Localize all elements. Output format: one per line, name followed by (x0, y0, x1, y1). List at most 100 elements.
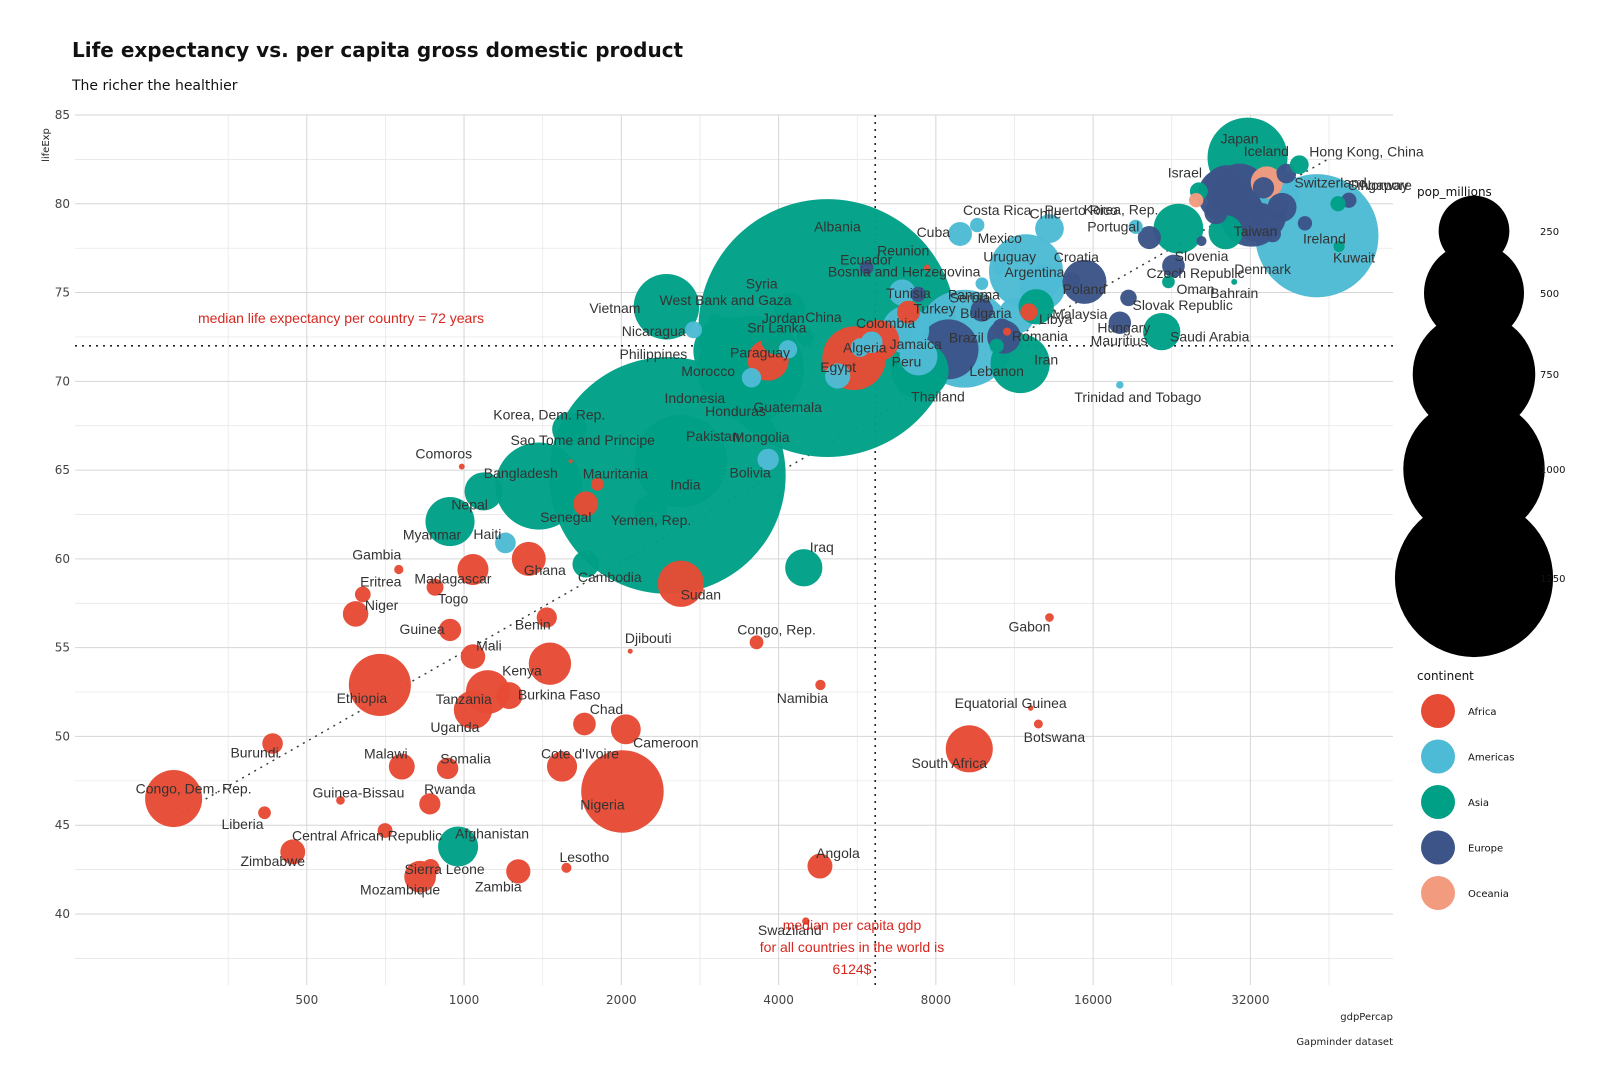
point-bolivia (757, 448, 779, 471)
size-legend-label: 500 (1540, 289, 1559, 300)
point-djibouti (627, 648, 633, 654)
point-niger (342, 601, 369, 627)
point-chile (1035, 214, 1064, 243)
label-madagascar: Madagascar (414, 571, 491, 587)
point-bangladesh (495, 442, 583, 530)
label-lesotho: Lesotho (559, 849, 609, 865)
point-congo-rep (749, 635, 764, 650)
label-iceland: Iceland (1244, 143, 1289, 159)
median-life-annotation: median life expectancy per country = 72 … (198, 310, 484, 326)
point-comoros (458, 463, 465, 470)
size-legend: pop_millions 250 500 750 1000 1250 (1394, 185, 1565, 658)
label-lebanon: Lebanon (969, 363, 1024, 379)
point-cote-d-ivoire (546, 751, 578, 782)
point-serbia (970, 298, 994, 322)
label-comoros: Comoros (415, 446, 472, 462)
point-iceland (1276, 169, 1281, 174)
point-nicaragua (685, 321, 703, 339)
point-jamaica (909, 329, 922, 342)
label-west-bank-and-gaza: West Bank and Gaza (660, 292, 792, 308)
x-axis-ticks: 500 1000 2000 4000 8000 16000 32000 (295, 993, 1269, 1007)
label-nepal: Nepal (451, 496, 488, 512)
point-namibia (815, 679, 826, 691)
label-switzerland: Switzerland (1294, 175, 1366, 191)
y-axis-title: lifeExp (41, 128, 52, 162)
label-cameroon: Cameroon (633, 734, 698, 750)
label-tunisia: Tunisia (886, 285, 931, 301)
label-albania: Albania (814, 219, 861, 235)
point-costa-rica (970, 217, 985, 233)
label-eritrea: Eritrea (360, 573, 401, 589)
label-sierra-leone: Sierra Leone (405, 861, 485, 877)
label-malaysia: Malaysia (1052, 306, 1107, 322)
point-panama (975, 277, 989, 291)
median-gdp-annotation-line3: 6124$ (833, 961, 872, 977)
label-panama: Panama (948, 287, 1000, 303)
point-rwanda (419, 793, 441, 815)
point-slovenia (1196, 236, 1207, 247)
label-norway: Norway (1361, 177, 1408, 193)
label-cuba: Cuba (917, 224, 951, 240)
y-tick-label: 70 (55, 374, 70, 388)
y-tick-label: 85 (55, 108, 70, 122)
label-denmark: Denmark (1234, 261, 1292, 277)
color-legend-swatch-oceania (1421, 876, 1455, 910)
point-labels: Japan Hong Kong, China Iceland Switzerland I… (136, 131, 1424, 938)
point-mauritius (1003, 327, 1012, 336)
label-slovak-republic: Slovak Republic (1132, 297, 1232, 313)
label-burundi: Burundi (230, 745, 278, 761)
label-benin: Benin (515, 616, 551, 632)
point-saudi-arabia (1143, 312, 1181, 351)
point-ghana (511, 541, 546, 576)
size-legend-circle (1403, 398, 1545, 540)
y-tick-label: 60 (55, 552, 70, 566)
label-trinidad-and-tobago: Trinidad and Tobago (1074, 389, 1201, 405)
label-costa-rica: Costa Rica (963, 202, 1032, 218)
size-legend-title: pop_millions (1417, 185, 1492, 199)
point-chad (573, 712, 596, 736)
label-liberia: Liberia (222, 816, 264, 832)
y-tick-label: 50 (55, 729, 70, 743)
point-portugal (1137, 225, 1161, 250)
label-taiwan: Taiwan (1234, 223, 1278, 239)
color-legend-label-oceania: Oceania (1468, 889, 1509, 900)
point-liberia (258, 806, 271, 820)
size-legend-label: 1250 (1540, 574, 1565, 585)
label-egypt: Egypt (820, 359, 856, 375)
x-tick-label: 4000 (763, 993, 794, 1007)
point-sierra-leone (421, 859, 440, 877)
label-korea-rep: Korea, Rep. (1084, 202, 1159, 218)
point-ireland (1297, 216, 1313, 231)
color-legend-title: continent (1417, 669, 1474, 683)
label-gambia: Gambia (352, 547, 401, 563)
x-tick-label: 500 (295, 993, 318, 1007)
y-tick-label: 65 (55, 463, 70, 477)
point-lebanon (989, 338, 1004, 353)
label-zambia: Zambia (475, 878, 522, 894)
x-tick-label: 16000 (1074, 993, 1112, 1007)
point-vietnam (633, 273, 700, 340)
size-legend-label: 250 (1540, 227, 1559, 238)
point-togo (426, 578, 444, 596)
point-jordan (796, 328, 815, 346)
label-ethiopia: Ethiopia (337, 690, 388, 706)
point-new-zealand (1188, 193, 1204, 208)
label-kuwait: Kuwait (1333, 249, 1375, 265)
label-ecuador: Ecuador (840, 252, 892, 268)
label-burkina-faso: Burkina Faso (518, 687, 601, 703)
label-bahrain: Bahrain (1210, 285, 1258, 301)
color-legend-swatch-asia (1421, 785, 1455, 819)
point-south-africa (945, 725, 993, 773)
label-hungary: Hungary (1097, 320, 1150, 336)
label-mauritius: Mauritius (1091, 333, 1148, 349)
point-swaziland (802, 917, 810, 925)
label-somalia: Somalia (440, 750, 491, 766)
label-mexico: Mexico (978, 230, 1023, 246)
label-myanmar: Myanmar (403, 527, 462, 543)
color-legend-label-americas: Americas (1468, 753, 1514, 764)
label-ireland: Ireland (1303, 230, 1346, 246)
point-kuwait (1333, 240, 1345, 253)
point-tunisia (897, 300, 920, 324)
label-rwanda: Rwanda (424, 781, 476, 797)
